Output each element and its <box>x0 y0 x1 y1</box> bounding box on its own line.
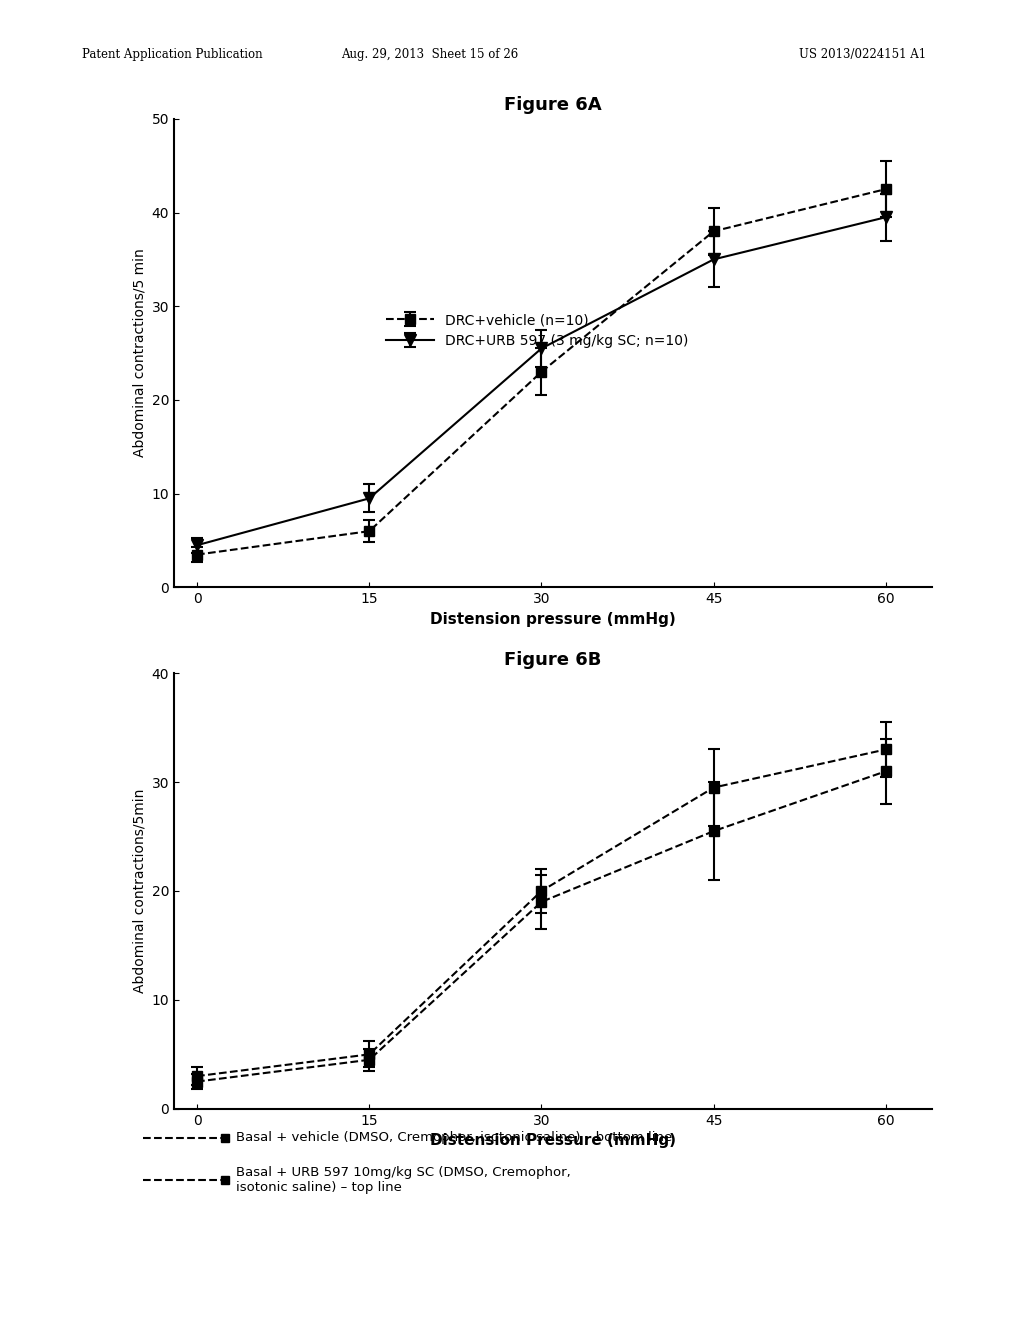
Y-axis label: Abdominal contractions/5 min: Abdominal contractions/5 min <box>132 248 146 458</box>
Title: Figure 6A: Figure 6A <box>504 96 602 115</box>
Text: Basal + URB 597 10mg/kg SC (DMSO, Cremophor,
isotonic saline) – top line: Basal + URB 597 10mg/kg SC (DMSO, Cremop… <box>236 1166 570 1195</box>
Text: Basal + vehicle (DMSO, Cremophor, isotonic saline) – bottom line: Basal + vehicle (DMSO, Cremophor, isoton… <box>236 1131 672 1144</box>
Text: Patent Application Publication: Patent Application Publication <box>82 48 262 61</box>
X-axis label: Distension pressure (mmHg): Distension pressure (mmHg) <box>430 611 676 627</box>
Text: Aug. 29, 2013  Sheet 15 of 26: Aug. 29, 2013 Sheet 15 of 26 <box>341 48 519 61</box>
Y-axis label: Abdominal contractions/5min: Abdominal contractions/5min <box>132 789 146 993</box>
Title: Figure 6B: Figure 6B <box>504 651 602 669</box>
Text: US 2013/0224151 A1: US 2013/0224151 A1 <box>799 48 926 61</box>
Legend: DRC+vehicle (n=10), DRC+URB 597 (3 mg/kg SC; n=10): DRC+vehicle (n=10), DRC+URB 597 (3 mg/kg… <box>386 313 689 348</box>
X-axis label: Distension Pressure (mmHg): Distension Pressure (mmHg) <box>430 1133 676 1148</box>
